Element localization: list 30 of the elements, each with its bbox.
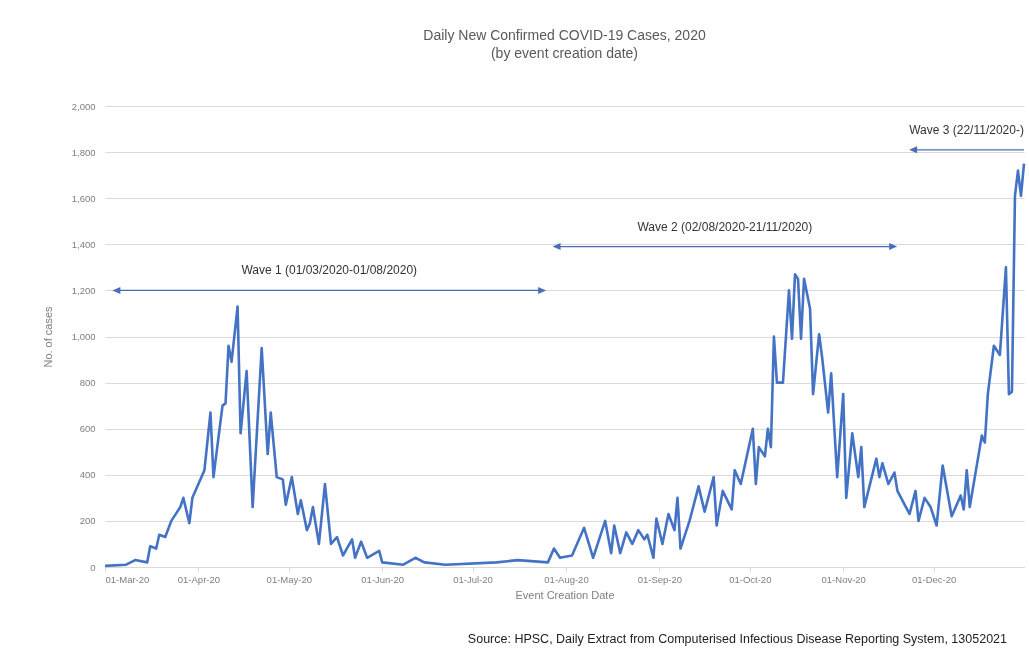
y-tick-label: 200 (79, 515, 96, 527)
x-axis-title: Event Creation Date (515, 589, 615, 601)
y-tick-label: 2,000 (71, 100, 96, 112)
x-tick-label: 01-Jul-20 (453, 573, 493, 585)
x-tick-label: 01-Sep-20 (637, 573, 683, 585)
x-tick-label: 01-Mar-20 (105, 573, 150, 585)
y-tick-label: 1,800 (71, 146, 96, 158)
y-tick-label: 1,600 (71, 192, 96, 204)
y-tick-label: 600 (79, 423, 96, 435)
chart-subtitle: (by event creation date) (490, 45, 639, 61)
y-tick-label: 1,000 (71, 331, 96, 342)
line-series (103, 162, 1026, 568)
x-tick-label: 01-Nov-20 (821, 573, 866, 585)
annotation: Wave 2 (02/08/2020-21/11/2020) (637, 219, 813, 234)
annotation: Wave 3 (22/11/2020-) (909, 122, 1024, 137)
annotation: Wave 1 (01/03/2020-01/08/2020) (241, 263, 418, 278)
y-tick-label: 0 (90, 561, 96, 573)
x-tick-label: 01-May-20 (266, 573, 313, 585)
y-tick-label: 400 (79, 469, 96, 481)
x-tick-label: 01-Apr-20 (177, 573, 221, 585)
x-tick-label: 01-Jun-20 (361, 573, 405, 585)
source-note: Source: HPSC, Daily Extract from Computerised Infectious Disease Reporting System, 13052021 (467, 632, 1007, 646)
y-tick-label: 1,400 (71, 238, 96, 250)
y-axis-title: No. of cases (41, 305, 54, 368)
x-tick-label: 01-Dec-20 (911, 573, 957, 585)
chart-title: Daily New Confirmed COVID-19 Cases, 2020 (423, 27, 706, 43)
x-tick-label: 01-Oct-20 (729, 573, 772, 585)
x-tick-label: 01-Aug-20 (544, 573, 589, 585)
y-tick-label: 1,200 (71, 284, 96, 296)
y-tick-label: 800 (79, 377, 96, 389)
